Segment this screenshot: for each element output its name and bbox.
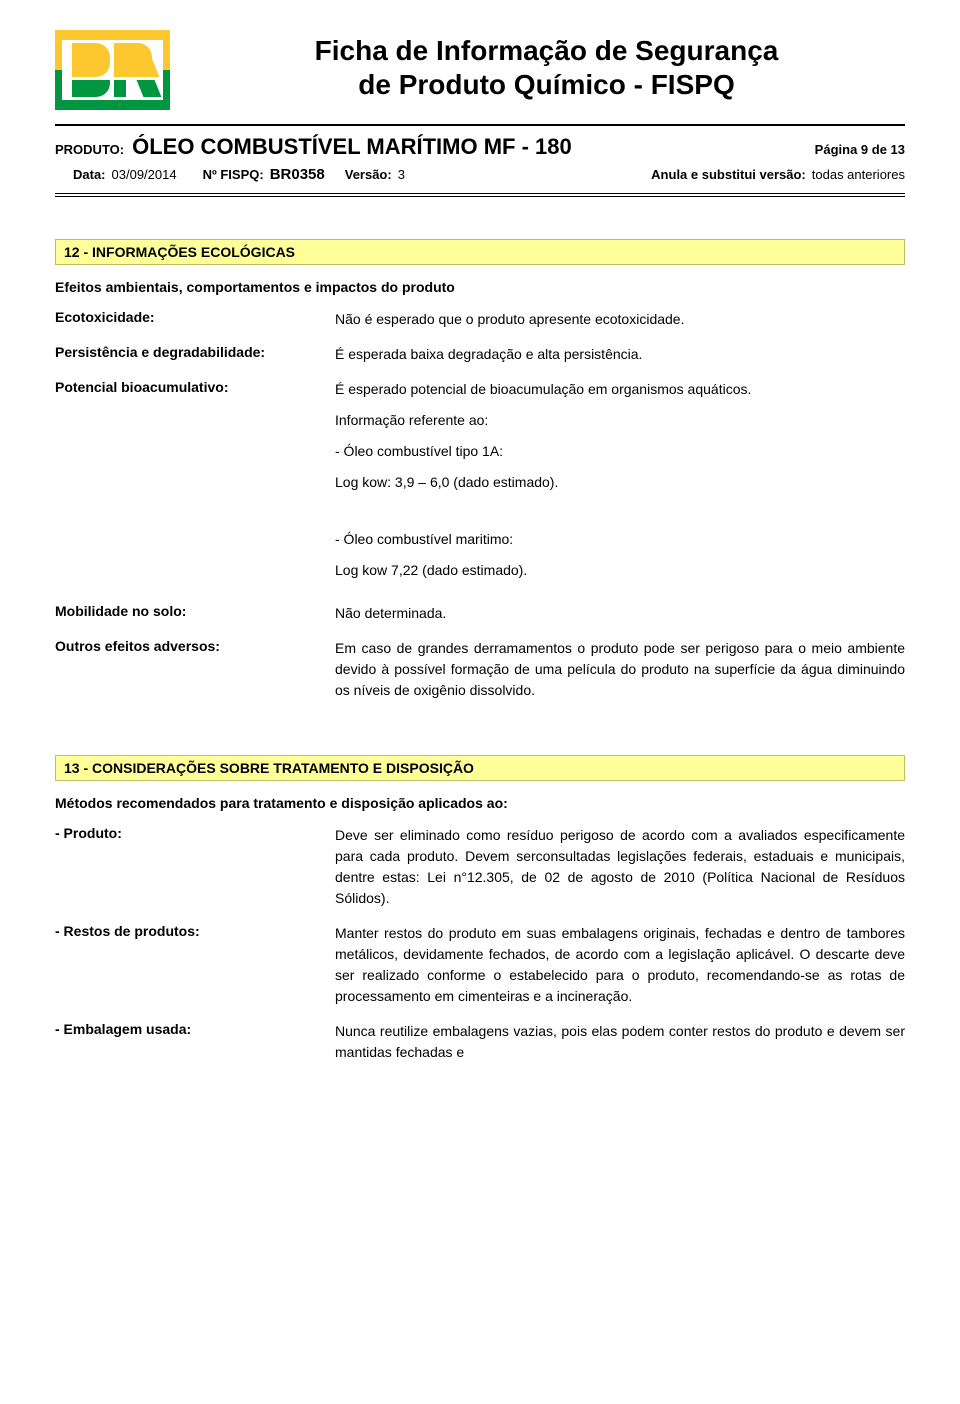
versao-label: Versão:	[345, 167, 392, 182]
data-value: 03/09/2014	[112, 167, 177, 182]
page-number: Página 9 de 13	[815, 142, 905, 157]
persist-value: É esperada baixa degradação e alta persi…	[335, 344, 905, 365]
document-page: Ficha de Informação de Segurança de Prod…	[0, 0, 960, 1117]
divider	[55, 193, 905, 194]
section-12-header: 12 - INFORMAÇÕES ECOLÓGICAS	[55, 239, 905, 265]
extra-bioacum: - Óleo combustível maritimo: Log kow 7,2…	[335, 529, 905, 581]
bioacum-p1: É esperado potencial de bioacumulação em…	[335, 379, 905, 400]
ecotox-value: Não é esperado que o produto apresente e…	[335, 309, 905, 330]
bioacum-value: É esperado potencial de bioacumulação em…	[335, 379, 905, 493]
fispq-value: BR0358	[270, 166, 325, 183]
mobil-value: Não determinada.	[335, 603, 905, 624]
anula-label: Anula e substitui versão:	[651, 167, 806, 182]
content-body: 12 - INFORMAÇÕES ECOLÓGICAS Efeitos ambi…	[55, 199, 905, 1063]
row-bioacumulativo: Potencial bioacumulativo: É esperado pot…	[55, 379, 905, 493]
divider	[55, 196, 905, 197]
section-12-subhead: Efeitos ambientais, comportamentos e imp…	[55, 279, 905, 295]
row-mobilidade: Mobilidade no solo: Não determinada.	[55, 603, 905, 624]
meta-row-product: PRODUTO: ÓLEO COMBUSTÍVEL MARÍTIMO MF - …	[55, 132, 905, 162]
bioacum-p3: - Óleo combustível tipo 1A:	[335, 441, 905, 462]
mobil-label: Mobilidade no solo:	[55, 603, 335, 624]
produto-label: PRODUTO:	[55, 142, 124, 157]
row-outros-efeitos: Outros efeitos adversos: Em caso de gran…	[55, 638, 905, 701]
bioacum-label: Potencial bioacumulativo:	[55, 379, 335, 493]
outros-value: Em caso de grandes derramamentos o produ…	[335, 638, 905, 701]
section-13-header: 13 - CONSIDERAÇÕES SOBRE TRATAMENTO E DI…	[55, 755, 905, 781]
restos-label: - Restos de produtos:	[55, 923, 335, 1007]
produto-name: ÓLEO COMBUSTÍVEL MARÍTIMO MF - 180	[132, 134, 572, 160]
ecotox-label: Ecotoxicidade:	[55, 309, 335, 330]
document-title: Ficha de Informação de Segurança de Prod…	[188, 30, 905, 101]
anula-value: todas anteriores	[812, 167, 905, 182]
extra-p1: - Óleo combustível maritimo:	[335, 529, 905, 550]
extra-p2: Log kow 7,22 (dado estimado).	[335, 560, 905, 581]
title-line1: Ficha de Informação de Segurança	[315, 35, 779, 66]
section-13-subhead: Métodos recomendados para tratamento e d…	[55, 795, 905, 811]
bioacum-p2: Informação referente ao:	[335, 410, 905, 431]
embal-label: - Embalagem usada:	[55, 1021, 335, 1063]
divider	[55, 124, 905, 126]
versao-value: 3	[398, 167, 405, 182]
header: Ficha de Informação de Segurança de Prod…	[55, 30, 905, 110]
row-restos: - Restos de produtos: Manter restos do p…	[55, 923, 905, 1007]
title-line2: de Produto Químico - FISPQ	[358, 69, 734, 100]
row-ecotoxicidade: Ecotoxicidade: Não é esperado que o prod…	[55, 309, 905, 330]
persist-label: Persistência e degradabilidade:	[55, 344, 335, 365]
data-label: Data:	[73, 167, 106, 182]
fispq-label: Nº FISPQ:	[203, 167, 264, 182]
produto-disp-label: - Produto:	[55, 825, 335, 909]
row-produto-disp: - Produto: Deve ser eliminado como resíd…	[55, 825, 905, 909]
row-embalagem: - Embalagem usada: Nunca reutilize embal…	[55, 1021, 905, 1063]
brand-logo	[55, 30, 170, 110]
restos-value: Manter restos do produto em suas embalag…	[335, 923, 905, 1007]
outros-label: Outros efeitos adversos:	[55, 638, 335, 701]
bioacum-p4: Log kow: 3,9 – 6,0 (dado estimado).	[335, 472, 905, 493]
meta-row-details: Data: 03/09/2014 Nº FISPQ: BR0358 Versão…	[55, 162, 905, 191]
row-persistencia: Persistência e degradabilidade: É espera…	[55, 344, 905, 365]
produto-disp-value: Deve ser eliminado como resíduo perigoso…	[335, 825, 905, 909]
embal-value: Nunca reutilize embalagens vazias, pois …	[335, 1021, 905, 1063]
